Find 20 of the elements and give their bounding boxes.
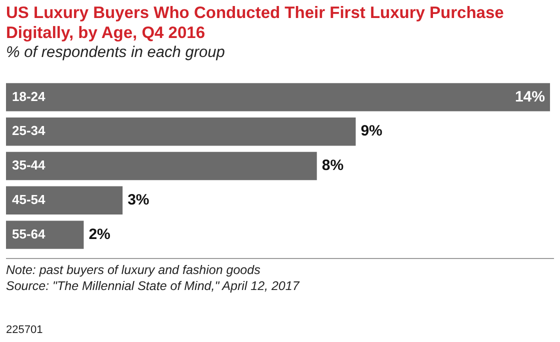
data-label: 8% bbox=[322, 157, 344, 174]
text: Note: past buyers of luxury and fashion goods bbox=[6, 262, 262, 278]
data-label: 2% bbox=[88, 226, 110, 243]
chart-subtitle: % of respondents in each group bbox=[6, 44, 225, 62]
bar bbox=[6, 117, 356, 146]
y-tick-label: 18-24 bbox=[12, 88, 46, 104]
y-tick-label: 25-34 bbox=[12, 123, 46, 138]
source-note: Source: "The Millennial State of Mind," April 12, 2017 bbox=[6, 278, 301, 294]
y-tick-label: 35-44 bbox=[12, 158, 46, 173]
data-label: 9% bbox=[360, 122, 382, 140]
data-label: 14% bbox=[514, 88, 545, 106]
y-tick-label: 45-54 bbox=[12, 192, 46, 207]
bar bbox=[6, 83, 550, 112]
y-tick-label: 55-64 bbox=[12, 226, 46, 242]
chart-title: US Luxury Buyers Who Conducted Their First Luxury Purchase Digitally, by Age, Q4 2016 bbox=[6, 3, 505, 43]
bar bbox=[6, 186, 123, 215]
data-label: 3% bbox=[128, 192, 150, 209]
bar bbox=[6, 152, 317, 180]
text: 225701 bbox=[6, 324, 43, 336]
bar bbox=[6, 220, 84, 249]
